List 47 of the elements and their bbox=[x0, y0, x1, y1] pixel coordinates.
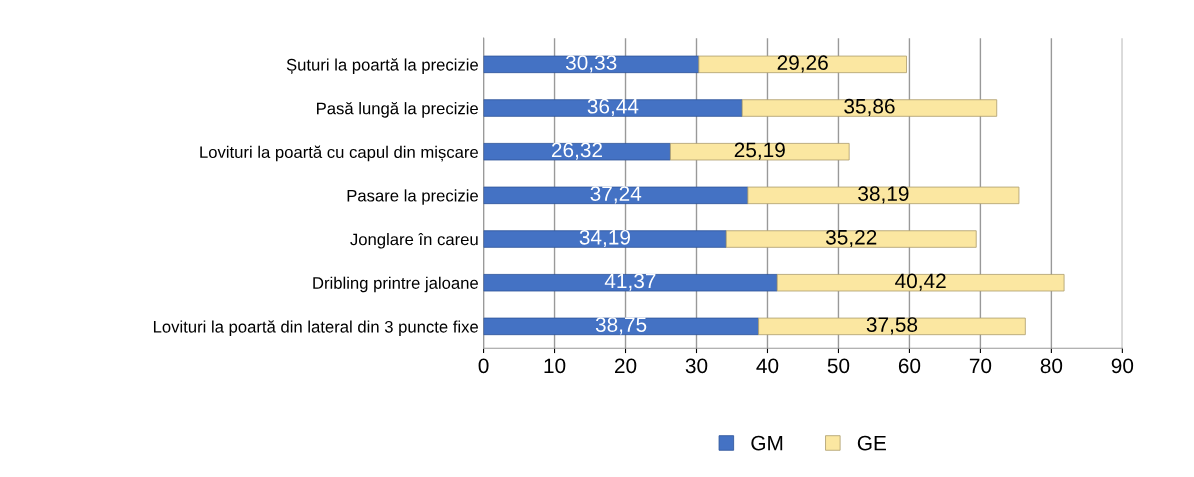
x-tick-label: 60 bbox=[898, 358, 921, 374]
y-tick-label: Lovituri la poartă cu capul din mișcare bbox=[200, 145, 478, 162]
data-label: 35,86 bbox=[844, 98, 895, 117]
x-tick-label: 90 bbox=[1111, 358, 1134, 374]
data-label: 35,22 bbox=[825, 229, 877, 248]
bar bbox=[483, 55, 700, 74]
data-label: 25,19 bbox=[734, 142, 785, 160]
bar bbox=[483, 317, 760, 336]
data-label: 34,19 bbox=[579, 229, 630, 248]
bar bbox=[741, 99, 998, 117]
bar bbox=[483, 186, 749, 205]
bar bbox=[725, 230, 977, 248]
bar bbox=[483, 99, 743, 117]
bar bbox=[669, 142, 850, 161]
data-label: 37,58 bbox=[866, 317, 918, 335]
data-label: 36,44 bbox=[587, 98, 639, 117]
x-tick-label: 70 bbox=[969, 358, 992, 374]
x-tick-label: 50 bbox=[827, 358, 850, 374]
y-tick-label: Șuturi la poartă la precizie bbox=[286, 58, 478, 75]
bar bbox=[776, 273, 1065, 292]
x-tick-label: 0 bbox=[478, 358, 489, 374]
y-tick-label: Pasare la precizie bbox=[347, 189, 478, 205]
x-tick-label: 10 bbox=[544, 358, 566, 374]
bar bbox=[483, 142, 671, 161]
data-label: 30,33 bbox=[565, 55, 617, 73]
data-label: 38,19 bbox=[858, 186, 909, 204]
legend-label: GE bbox=[857, 435, 886, 451]
bar bbox=[747, 186, 1020, 205]
data-label: 29,26 bbox=[777, 55, 828, 73]
x-tick-label: 20 bbox=[614, 358, 637, 374]
legend-label: GM bbox=[751, 435, 783, 451]
data-label: 38,75 bbox=[595, 317, 647, 335]
data-label: 26,32 bbox=[551, 142, 602, 160]
bar bbox=[758, 317, 1026, 336]
data-label: 40,42 bbox=[895, 273, 946, 291]
y-tick-label: Jonglare în careu bbox=[350, 232, 478, 249]
bar bbox=[483, 273, 778, 292]
data-label: 41,37 bbox=[604, 273, 656, 291]
x-tick-label: 40 bbox=[756, 358, 779, 374]
y-tick-label: Lovituri la poartă din lateral din 3 puncte fixe bbox=[153, 320, 478, 336]
x-tick-label: 30 bbox=[685, 358, 708, 374]
bar bbox=[483, 230, 727, 248]
y-tick-label: Dribling printre jaloane bbox=[313, 276, 478, 293]
x-tick-label: 80 bbox=[1040, 358, 1063, 374]
data-label: 37,24 bbox=[590, 186, 642, 204]
bar bbox=[698, 55, 907, 74]
y-tick-label: Pasă lungă la precizie bbox=[317, 101, 478, 118]
